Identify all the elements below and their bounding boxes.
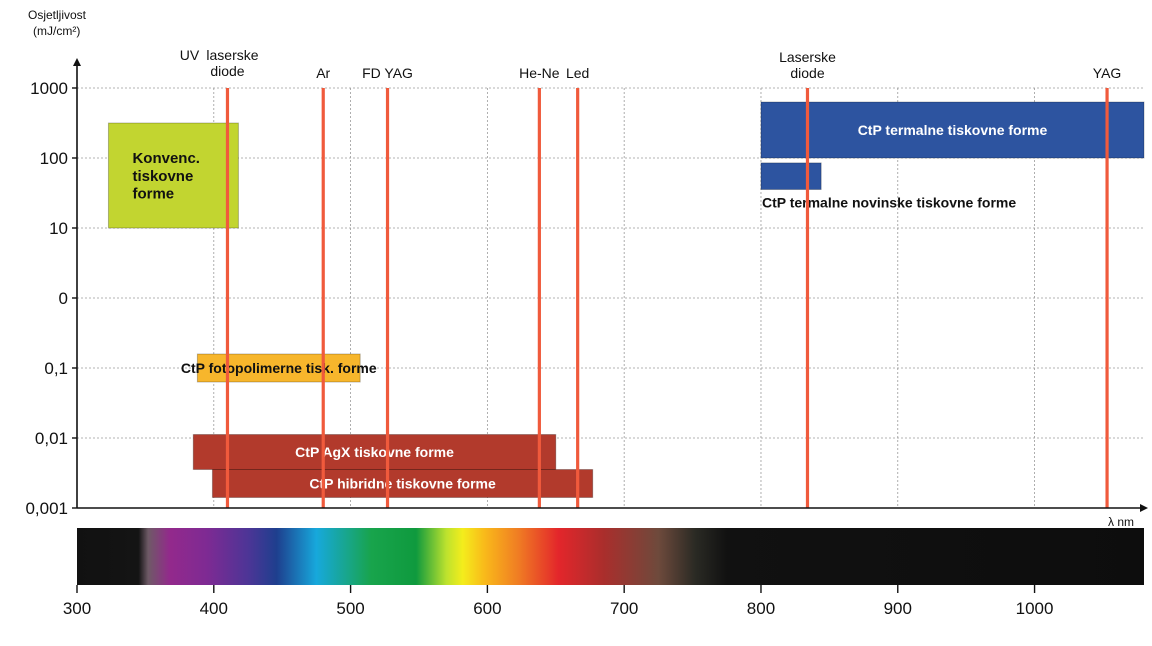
laser-label-fd-yag: FD YAG <box>362 65 413 81</box>
plate-range-label-ctp-termalne-tiskovne-forme: CtP termalne tiskovne forme <box>858 122 1048 138</box>
laser-label-he-ne: He-Ne <box>519 65 560 81</box>
plate-range-ctp-fotopolimerne-tisk-forme <box>196 353 361 383</box>
x-tick-label: 500 <box>336 599 364 618</box>
laser-label-led: Led <box>566 65 589 81</box>
y-axis-title-line2: (mJ/cm²) <box>33 24 80 38</box>
x-tick-label: 1000 <box>1016 599 1054 618</box>
x-tick-label: 700 <box>610 599 638 618</box>
x-tick-label: 600 <box>473 599 501 618</box>
plate-range-label-konvenc-tiskovne-forme: Konvenc. tiskovne forme <box>132 150 200 202</box>
x-tick-label: 300 <box>63 599 91 618</box>
y-tick-label: 1000 <box>30 79 68 98</box>
laser-line-layer: UV laserske diode Ar FD YAG He-Ne Led Laserske d… <box>180 47 1122 508</box>
laser-label-ar: Ar <box>316 65 330 81</box>
plate-range-ctp-hibridne-tiskovne-forme <box>211 469 594 498</box>
laser-label-uv-laserske-diode: UV laserske diode <box>180 47 259 79</box>
laser-label-yag: YAG <box>1093 65 1122 81</box>
plate-range-label-ctp-hibridne-tiskovne-forme: CtP hibridne tiskovne forme <box>309 475 496 491</box>
plate-range-label-ctp-agx-tiskovne-forme: CtP AgX tiskovne forme <box>295 444 454 460</box>
plate-range-label-ctp-termalne-novinske-tiskovne-forme: CtP termalne novinske tiskovne forme <box>762 195 1016 211</box>
axes: Osjetljivost (mJ/cm²) λ nm <box>28 8 1148 529</box>
plate-range-konvenc-tiskovne-forme <box>107 122 239 229</box>
plate-range-ctp-agx-tiskovne-forme <box>192 434 557 470</box>
x-tick-label: 800 <box>747 599 775 618</box>
x-tick-layer: 300 400 500 600 700 800 900 1000 <box>63 585 1054 618</box>
y-tick-label: 0 <box>59 289 68 308</box>
x-tick-label: 400 <box>200 599 228 618</box>
laser-label-laserske-diode: Laserske diode <box>779 49 836 81</box>
y-tick-label: 0,1 <box>44 359 68 378</box>
plate-range-layer: Konvenc. tiskovne forme CtP termalne tiskov… <box>107 101 1145 498</box>
y-tick-label: 0,001 <box>25 499 68 518</box>
plate-range-label-ctp-fotopolimerne-tisk-forme: CtP fotopolimerne tisk. forme <box>181 360 377 376</box>
y-axis-title-line1: Osjetljivost <box>28 8 87 22</box>
y-tick-label: 0,01 <box>35 429 68 448</box>
x-axis-title: λ nm <box>1108 515 1134 529</box>
y-tick-label: 100 <box>40 149 68 168</box>
spectrum-bar <box>77 528 1144 585</box>
x-tick-label: 900 <box>884 599 912 618</box>
y-tick-label: 10 <box>49 219 68 238</box>
plate-range-ctp-termalne-novinske-tiskovne-forme <box>760 162 822 190</box>
plate-range-ctp-termalne-tiskovne-forme <box>760 101 1145 159</box>
